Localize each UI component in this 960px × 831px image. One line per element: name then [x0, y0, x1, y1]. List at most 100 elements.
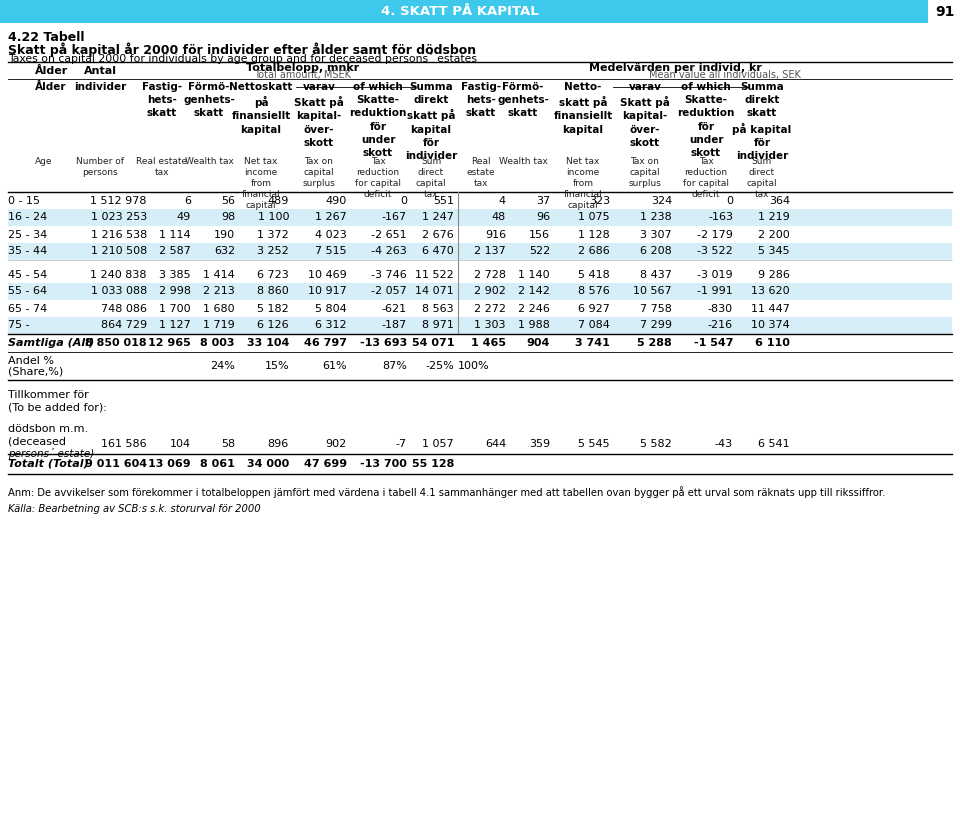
Text: 25 - 34: 25 - 34	[8, 229, 47, 239]
Text: 522: 522	[529, 247, 550, 257]
Text: 55 - 64: 55 - 64	[8, 287, 47, 297]
Text: -3 522: -3 522	[697, 247, 733, 257]
Text: 2 998: 2 998	[159, 287, 191, 297]
Text: Totalbelopp, mnkr: Totalbelopp, mnkr	[246, 63, 359, 73]
Text: 6 541: 6 541	[758, 439, 790, 449]
Text: Förmö-
genhets-
skatt: Förmö- genhets- skatt	[183, 82, 235, 118]
Text: -187: -187	[382, 321, 407, 331]
Text: 1 240 838: 1 240 838	[90, 269, 147, 279]
Text: 13 620: 13 620	[752, 287, 790, 297]
Text: 10 917: 10 917	[308, 287, 347, 297]
Text: 75 -: 75 -	[8, 321, 30, 331]
Text: 864 729: 864 729	[101, 321, 147, 331]
Text: -3 019: -3 019	[697, 269, 733, 279]
Text: 1 210 508: 1 210 508	[91, 247, 147, 257]
Text: 1 216 538: 1 216 538	[91, 229, 147, 239]
Text: 161 586: 161 586	[102, 439, 147, 449]
Text: 2 728: 2 728	[474, 269, 506, 279]
Text: 6 723: 6 723	[257, 269, 289, 279]
Text: 2 902: 2 902	[474, 287, 506, 297]
Text: -1 547: -1 547	[693, 338, 733, 348]
Text: 6: 6	[184, 195, 191, 205]
Text: 8 860: 8 860	[257, 287, 289, 297]
Text: varav
Skatt på
kapital-
över-
skott: varav Skatt på kapital- över- skott	[620, 82, 670, 148]
Text: 1 512 978: 1 512 978	[90, 195, 147, 205]
Text: 8 003: 8 003	[201, 338, 235, 348]
Text: 11 522: 11 522	[416, 269, 454, 279]
Text: 644: 644	[485, 439, 506, 449]
Text: 6 110: 6 110	[756, 338, 790, 348]
Text: 2 676: 2 676	[422, 229, 454, 239]
Text: 1 219: 1 219	[758, 213, 790, 223]
Text: Ålder: Ålder	[35, 82, 66, 92]
Text: 490: 490	[325, 195, 347, 205]
Text: 98: 98	[221, 213, 235, 223]
Text: 2 686: 2 686	[578, 247, 610, 257]
Text: 1 988: 1 988	[518, 321, 550, 331]
Text: -25%: -25%	[425, 361, 454, 371]
Text: 4: 4	[499, 195, 506, 205]
Text: 323: 323	[588, 195, 610, 205]
Text: (To be added for):: (To be added for):	[8, 402, 107, 412]
Text: -13 700: -13 700	[360, 459, 407, 469]
Text: 10 469: 10 469	[308, 269, 347, 279]
Text: 0 - 15: 0 - 15	[8, 195, 40, 205]
Text: 5 804: 5 804	[315, 303, 347, 313]
Text: 190: 190	[214, 229, 235, 239]
Text: 1 700: 1 700	[159, 303, 191, 313]
Text: Tax
reduction
for capital
deficit: Tax reduction for capital deficit	[683, 157, 729, 199]
Text: Ålder: Ålder	[35, 66, 68, 76]
Text: 1 303: 1 303	[474, 321, 506, 331]
Text: -4 263: -4 263	[372, 247, 407, 257]
Text: Tax on
capital
surplus: Tax on capital surplus	[629, 157, 661, 188]
Text: 58: 58	[221, 439, 235, 449]
Text: Taxes on capital 2000 for individuals by age group and for deceased persons´ est: Taxes on capital 2000 for individuals by…	[8, 53, 477, 64]
Text: 1 238: 1 238	[640, 213, 672, 223]
Text: 7 515: 7 515	[316, 247, 347, 257]
Text: dödsbon m.m.: dödsbon m.m.	[8, 424, 88, 434]
Text: 11 447: 11 447	[751, 303, 790, 313]
Text: -621: -621	[382, 303, 407, 313]
Text: Andel %: Andel %	[8, 356, 54, 366]
Text: 7 299: 7 299	[640, 321, 672, 331]
Text: of which
Skatte-
reduktion
för
under
skott: of which Skatte- reduktion för under sko…	[349, 82, 407, 158]
Bar	[8, 243, 952, 260]
Text: 1 465: 1 465	[471, 338, 506, 348]
Text: -2 057: -2 057	[372, 287, 407, 297]
Text: 5 288: 5 288	[637, 338, 672, 348]
Text: 0: 0	[400, 195, 407, 205]
Text: 104: 104	[170, 439, 191, 449]
Text: 34 000: 34 000	[247, 459, 289, 469]
Text: 55 128: 55 128	[412, 459, 454, 469]
Text: 46 797: 46 797	[304, 338, 347, 348]
Text: 96: 96	[536, 213, 550, 223]
Text: 6 208: 6 208	[640, 247, 672, 257]
Text: Number of
persons: Number of persons	[76, 157, 124, 177]
Text: 47 699: 47 699	[304, 459, 347, 469]
Text: 8 971: 8 971	[422, 321, 454, 331]
Text: 10 374: 10 374	[752, 321, 790, 331]
Text: 12 965: 12 965	[148, 338, 191, 348]
Text: 2 213: 2 213	[204, 287, 235, 297]
Text: 13 069: 13 069	[149, 459, 191, 469]
Text: Källa: Bearbetning av SCB:s s.k. storurval för 2000: Källa: Bearbetning av SCB:s s.k. storurv…	[8, 504, 260, 514]
Text: 54 071: 54 071	[412, 338, 454, 348]
Text: (Share,%): (Share,%)	[8, 366, 63, 376]
Text: 56: 56	[221, 195, 235, 205]
Text: 14 071: 14 071	[416, 287, 454, 297]
Text: 8 061: 8 061	[200, 459, 235, 469]
Text: 1 719: 1 719	[204, 321, 235, 331]
Text: persons´ estate): persons´ estate)	[8, 448, 94, 459]
Text: Nettoskatt
på
finansiellt
kapital: Nettoskatt på finansiellt kapital	[229, 82, 293, 135]
Text: 1 033 088: 1 033 088	[91, 287, 147, 297]
Text: 6 927: 6 927	[578, 303, 610, 313]
Text: -216: -216	[708, 321, 733, 331]
Text: 632: 632	[214, 247, 235, 257]
Text: Net tax
income
from
financial
capital: Net tax income from financial capital	[564, 157, 602, 210]
Text: 1 023 253: 1 023 253	[91, 213, 147, 223]
Text: 100%: 100%	[457, 361, 489, 371]
Text: 2 246: 2 246	[518, 303, 550, 313]
Text: 156: 156	[529, 229, 550, 239]
Text: 3 385: 3 385	[159, 269, 191, 279]
Bar	[8, 317, 952, 334]
